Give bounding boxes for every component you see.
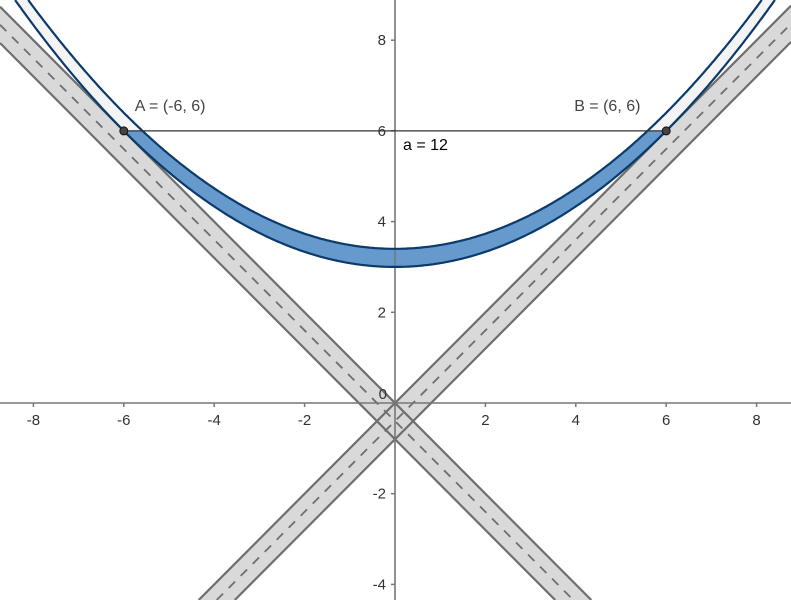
x-tick-label: 4 (572, 412, 580, 429)
parabola-curves (14, 0, 776, 268)
y-tick-label: 4 (378, 214, 386, 231)
x-tick-label: -6 (117, 412, 130, 429)
upper-fill-left (15, 0, 142, 131)
road-falling-edge (0, 42, 556, 600)
x-tick-label: 8 (752, 412, 760, 429)
origin-label: 0 (379, 386, 387, 403)
y-tick-label: 8 (378, 32, 386, 49)
x-tick-label: -2 (298, 412, 311, 429)
point-b[interactable] (661, 126, 671, 136)
y-tick-label: -2 (373, 486, 386, 503)
x-tick-label: 6 (662, 412, 670, 429)
point-a[interactable] (119, 126, 129, 136)
outer-parabola (27, 0, 763, 250)
y-tick-label: -4 (373, 576, 386, 593)
tick-labels: -8 -6 -4 -2 2 4 6 8 8 6 4 2 -2 -4 0 (27, 32, 761, 593)
y-tick-label: 6 (378, 123, 386, 140)
point-b-label: B = (6, 6) (574, 98, 640, 115)
upper-fill-right (648, 0, 775, 131)
road-rising-edge (234, 41, 791, 600)
x-tick-label: -4 (208, 412, 221, 429)
x-tick-label: -8 (27, 412, 40, 429)
x-tick-label: 2 (481, 412, 489, 429)
segment-a-label: a = 12 (403, 137, 448, 154)
inner-parabola (14, 0, 776, 268)
y-tick-label: 2 (378, 304, 386, 321)
point-a-label: A = (-6, 6) (135, 98, 206, 115)
